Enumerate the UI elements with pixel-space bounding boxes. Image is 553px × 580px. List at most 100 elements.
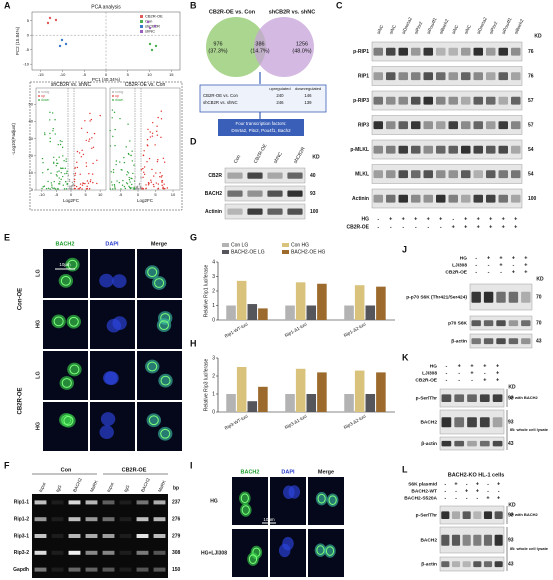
- volcano-point: [69, 188, 71, 190]
- volcano-point: [152, 183, 155, 186]
- volcano-point: [53, 161, 55, 163]
- l-blot-band: [483, 561, 493, 568]
- c-blot-bg: [371, 41, 523, 62]
- volcano-point: [86, 180, 89, 182]
- volcano-point: [63, 188, 66, 190]
- gel-band: [68, 567, 81, 572]
- label: -15: [38, 72, 45, 77]
- c-blot-band: [423, 96, 433, 105]
- gel-band: [68, 534, 81, 538]
- label: -5: [119, 192, 123, 197]
- c-blot-band: [386, 96, 396, 105]
- cell: [51, 314, 66, 329]
- label: +: [502, 224, 505, 230]
- label: BACH2: [72, 477, 83, 493]
- panel-letter: H: [190, 338, 197, 348]
- micrograph: [90, 402, 135, 451]
- label: +: [524, 262, 527, 268]
- c-blot-band: [498, 170, 508, 179]
- bar: [236, 367, 247, 412]
- c-blot-band: [398, 170, 408, 179]
- d-blot-band: [227, 172, 243, 179]
- cell: [61, 413, 76, 428]
- c-blot-band: [498, 47, 508, 56]
- label: +: [512, 255, 515, 261]
- gel-band: [68, 517, 81, 522]
- bar: [344, 305, 354, 320]
- j-blot-band: [483, 338, 494, 345]
- l-blot-band: [441, 561, 450, 568]
- d-blot-band: [287, 172, 303, 179]
- c-blot-bg: [371, 188, 523, 209]
- label: p-RIP3: [353, 98, 369, 104]
- label: Dmrta2, Pitx2, Pou4f1, Bach2: [231, 128, 291, 133]
- volcano-point: [161, 184, 163, 187]
- label: 93: [310, 191, 316, 197]
- label: -: [488, 262, 490, 268]
- label: -5: [82, 72, 86, 77]
- d-blot-band: [247, 190, 263, 197]
- cell-rim: [160, 375, 171, 386]
- l-blot-bg: [439, 526, 505, 554]
- volcano-point: [153, 185, 155, 188]
- label: HG: [362, 216, 370, 222]
- bar: [376, 372, 386, 412]
- volcano-point: [112, 135, 114, 138]
- volcano-point: [63, 160, 65, 162]
- volcano-point: [145, 187, 147, 190]
- c-blot-band: [448, 96, 458, 105]
- label: -: [415, 224, 417, 230]
- volcano-point: [76, 150, 79, 153]
- volcano-point: [74, 167, 76, 169]
- c-blot-band: [486, 121, 496, 130]
- volcano-point: [155, 182, 158, 184]
- l-blot-bg: [439, 556, 505, 572]
- label: 10μm: [263, 517, 275, 522]
- pca-point: [148, 26, 152, 30]
- c-blot-band: [398, 194, 408, 203]
- venn-set: [254, 17, 314, 77]
- label: HG: [460, 255, 467, 261]
- cell-rim: [248, 554, 258, 564]
- label: 10: [171, 192, 176, 197]
- label: Log2FC: [63, 198, 80, 203]
- volcano-point: [80, 127, 83, 129]
- label: siDmrta2: [401, 16, 413, 35]
- k-blot-band: [467, 417, 477, 428]
- c-blot-band: [486, 96, 496, 105]
- label: p-RIP1: [353, 49, 369, 55]
- volcano-point: [84, 120, 86, 122]
- j-blot-band: [471, 338, 481, 345]
- label: -10: [60, 72, 67, 77]
- label: +: [497, 495, 500, 501]
- label: -: [402, 224, 404, 230]
- volcano-point: [119, 117, 121, 120]
- panel-letter: A: [4, 0, 11, 10]
- c-blot-band: [511, 170, 521, 179]
- volcano-point: [88, 188, 91, 190]
- label: +: [496, 377, 499, 383]
- volcano-point: [49, 137, 51, 139]
- label: 308: [172, 550, 181, 556]
- label: shCB2R: [145, 24, 160, 29]
- volcano-point: [88, 138, 91, 140]
- c-blot-bg: [371, 90, 523, 111]
- volcano-point: [125, 146, 127, 148]
- volcano-point: [49, 140, 51, 143]
- label: 0: [27, 32, 30, 37]
- volcano-point: [112, 171, 115, 173]
- volcano-point: [60, 167, 62, 170]
- micrograph: [137, 402, 182, 451]
- volcano-point: [114, 187, 116, 189]
- volcano-point: [109, 129, 111, 132]
- cell: [146, 413, 161, 428]
- volcano-point: [93, 132, 96, 135]
- label: -5: [55, 192, 59, 197]
- label: siNC: [376, 23, 385, 35]
- gel-band: [153, 550, 166, 555]
- d-blot-band: [247, 208, 263, 215]
- c-blot-band: [423, 194, 433, 203]
- label: RIP3: [358, 122, 369, 128]
- volcano-point: [157, 159, 159, 161]
